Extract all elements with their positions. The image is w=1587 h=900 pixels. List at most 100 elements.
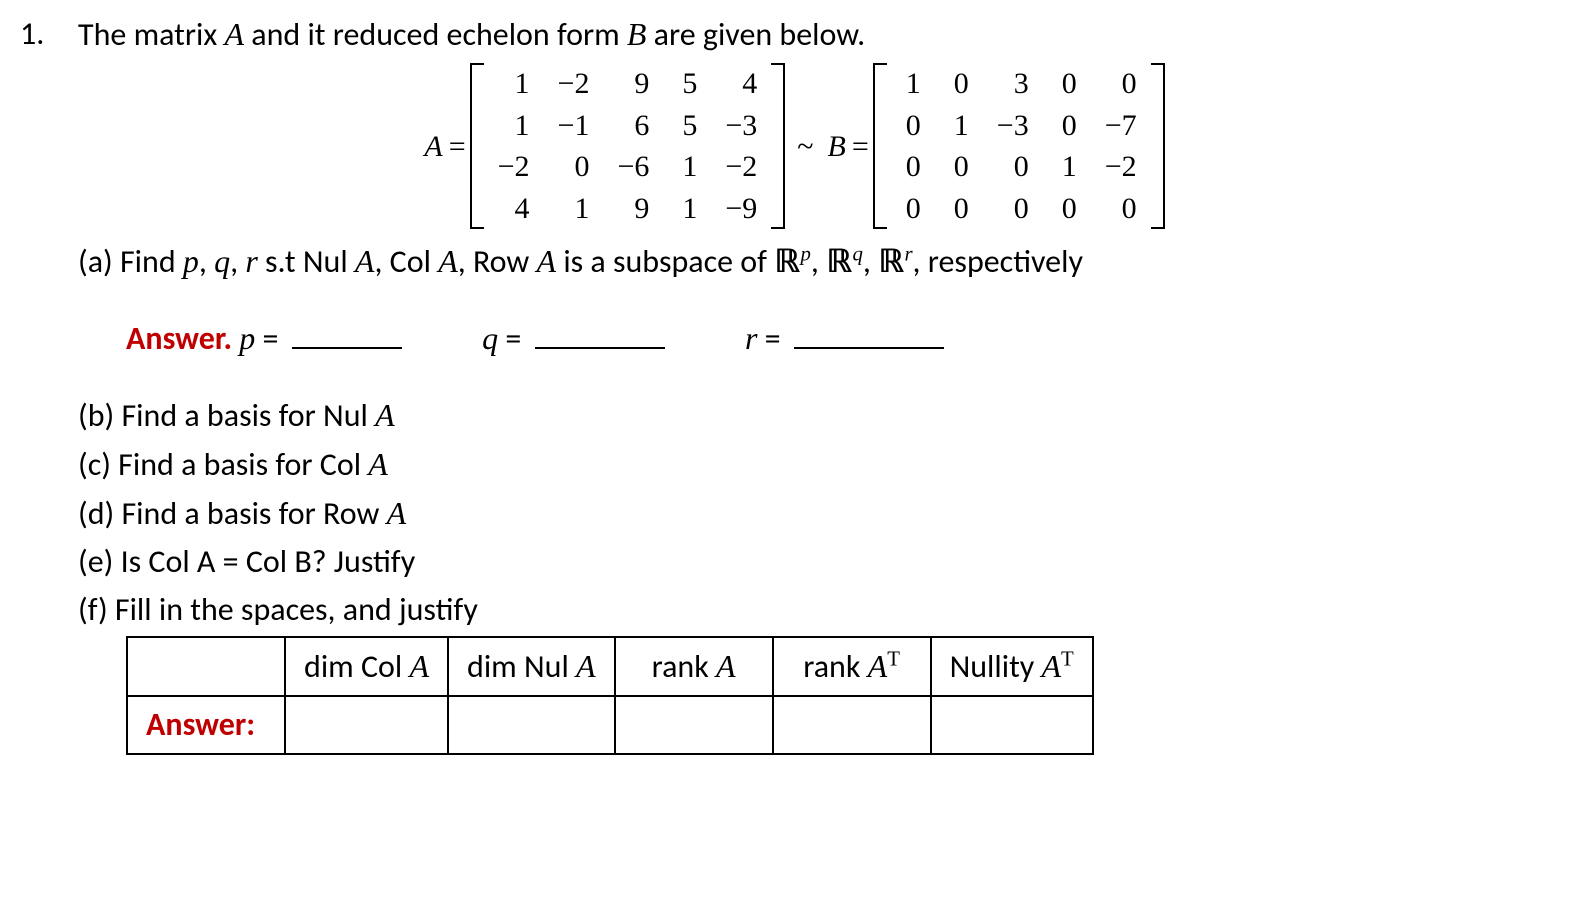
table-header: Nullity AT — [931, 637, 1093, 696]
cell: 1 — [484, 63, 544, 105]
cell: 0 — [1091, 63, 1151, 105]
transpose-t: T — [1061, 647, 1074, 670]
comma: , — [863, 242, 878, 281]
part-f-label: (f) — [78, 590, 108, 629]
table-answer-row: Answer: — [127, 696, 1093, 754]
resp: , respectively — [913, 242, 1083, 281]
part-c-text: Find a basis for Col — [118, 445, 368, 484]
part-e-label: (e) — [78, 542, 113, 581]
tilde: ~ — [797, 124, 813, 169]
answer-cell[interactable] — [931, 696, 1093, 754]
cell: 1 — [663, 146, 711, 188]
matrix-a-table: 1−2954 1−165−3 −20−61−2 4191−9 — [484, 63, 772, 229]
hdr-text: dim Nul — [467, 647, 576, 686]
st: s.t Nul — [258, 242, 355, 281]
bracket-left-icon — [873, 63, 887, 229]
var-a: A — [368, 446, 388, 482]
cell: 9 — [603, 63, 663, 105]
cell: 0 — [1091, 188, 1151, 230]
part-a: (a) Find p, q, r s.t Nul A, Col A, Row A… — [78, 237, 1567, 286]
part-b-text: Find a basis for Nul — [121, 396, 375, 435]
cell: 0 — [983, 146, 1043, 188]
cell: −1 — [544, 105, 604, 147]
hdr-text: rank — [652, 647, 716, 686]
comma: , — [230, 242, 245, 281]
part-e: (e) Is Col A = Col B? Justify — [78, 538, 1567, 586]
var-q: q — [214, 243, 230, 279]
part-d-label: (d) — [78, 494, 114, 533]
table-header-blank — [127, 637, 285, 696]
cell: −7 — [1091, 105, 1151, 147]
equals: = — [255, 319, 285, 358]
bracket-right-icon — [1151, 63, 1165, 229]
cell: −9 — [711, 188, 771, 230]
cell: 5 — [663, 63, 711, 105]
var-a: A — [438, 243, 458, 279]
matrix-equation: A = 1−2954 1−165−3 −20−61−2 4191−9 ~ B =… — [20, 63, 1567, 229]
cell: 1 — [663, 188, 711, 230]
cell: −2 — [484, 146, 544, 188]
cell: 0 — [887, 105, 935, 147]
blackboard-r-icon: ℝ — [826, 243, 852, 279]
answer-cell[interactable] — [285, 696, 448, 754]
var-a: A — [387, 495, 407, 531]
blackboard-r-icon: ℝ — [774, 243, 800, 279]
var-a: A — [1042, 648, 1062, 684]
cell: 0 — [935, 63, 983, 105]
cell: −2 — [544, 63, 604, 105]
answer-cell[interactable] — [773, 696, 931, 754]
blank-r[interactable] — [794, 315, 944, 349]
part-b: (b) Find a basis for Nul A — [78, 391, 1567, 440]
answer-cell[interactable] — [448, 696, 615, 754]
var-a: A — [355, 243, 375, 279]
cell: 5 — [663, 105, 711, 147]
var-r: r — [245, 243, 257, 279]
blank-p[interactable] — [292, 315, 402, 349]
table-header: rank AT — [773, 637, 931, 696]
var-a: A — [576, 648, 596, 684]
sup-p: p — [801, 242, 811, 265]
comma: , — [199, 242, 214, 281]
sup-q: q — [852, 242, 862, 265]
equals-a: = — [449, 124, 466, 169]
cell: 0 — [935, 188, 983, 230]
var-a: A — [716, 648, 736, 684]
blackboard-r-icon: ℝ — [878, 243, 904, 279]
cell: 0 — [1043, 105, 1091, 147]
var-a: A — [537, 243, 557, 279]
table-header-row: dim Col A dim Nul A rank A rank AT Nulli… — [127, 637, 1093, 696]
part-a-label: (a) — [78, 242, 113, 281]
cell: 1 — [887, 63, 935, 105]
cell: 9 — [603, 188, 663, 230]
sup-r: r — [904, 242, 912, 265]
comma-row: , Row — [458, 242, 537, 281]
comma: , — [811, 242, 826, 281]
cell: 0 — [983, 188, 1043, 230]
cell: 4 — [484, 188, 544, 230]
part-d: (d) Find a basis for Row A — [78, 489, 1567, 538]
table-header: rank A — [615, 637, 773, 696]
cell: 0 — [1043, 63, 1091, 105]
is-sub: is a subspace of — [556, 242, 774, 281]
part-f-text: Fill in the spaces, and justify — [115, 590, 478, 629]
answer-label: Answer. — [126, 319, 232, 358]
stem-mid: and it reduced echelon form — [244, 15, 627, 54]
part-f: (f) Fill in the spaces, and justify — [78, 586, 1567, 634]
blank-q[interactable] — [535, 315, 665, 349]
matrix-b-name: B — [627, 16, 647, 52]
cell: 0 — [935, 146, 983, 188]
part-a-prefix: Find — [120, 242, 183, 281]
cell: −3 — [711, 105, 771, 147]
label-b: B — [828, 124, 846, 169]
var-p: p — [239, 320, 255, 356]
cell: 0 — [1043, 188, 1091, 230]
comma-col: , Col — [374, 242, 438, 281]
answer-row-label: Answer: — [127, 696, 285, 754]
transpose-t: T — [887, 647, 900, 670]
matrix-b-table: 10300 01−30−7 0001−2 00000 — [887, 63, 1151, 229]
cell: 1 — [1043, 146, 1091, 188]
hdr-text: rank — [803, 647, 867, 686]
equals-b: = — [852, 124, 869, 169]
answer-cell[interactable] — [615, 696, 773, 754]
cell: −2 — [711, 146, 771, 188]
